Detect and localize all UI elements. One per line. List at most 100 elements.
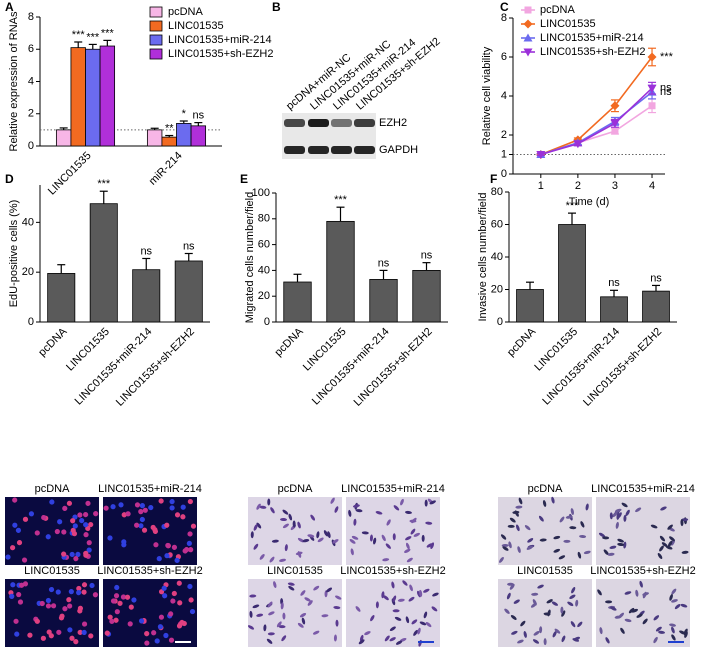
cell: [570, 508, 574, 515]
cell: [684, 631, 688, 638]
bar: [89, 203, 118, 323]
blot-band: [331, 146, 352, 154]
cell: [527, 538, 534, 543]
cell: [161, 585, 167, 591]
cell: [520, 620, 526, 627]
x-tick-label: miR-214: [147, 150, 185, 188]
x-tick-label: 2: [575, 180, 581, 192]
cell: [144, 640, 150, 646]
cell: [157, 624, 164, 630]
micrograph: [5, 579, 99, 647]
cell: [406, 557, 413, 563]
cell: [110, 504, 116, 510]
cell: [69, 551, 75, 558]
cell: [83, 550, 89, 557]
cell: [597, 589, 602, 596]
cell: [580, 521, 585, 528]
cell: [577, 551, 582, 559]
cell: [607, 552, 615, 556]
significance-label: ns: [608, 277, 620, 289]
cell: [661, 542, 668, 547]
cell: [570, 621, 576, 628]
bar: [55, 129, 72, 147]
cell: [509, 583, 515, 590]
cell: [658, 630, 666, 634]
cell: [531, 592, 539, 596]
cell: [392, 595, 397, 603]
cell: [523, 631, 527, 638]
cell: [247, 625, 255, 630]
cell: [624, 618, 632, 623]
cell: [45, 534, 51, 540]
cell: [518, 497, 523, 505]
cell: [375, 511, 383, 515]
cell: [533, 631, 540, 636]
y-tick-label: 40: [22, 216, 34, 228]
legend-label: pcDNA: [540, 4, 576, 16]
cell: [151, 630, 157, 636]
panel-label: F: [490, 172, 497, 186]
cell: [249, 610, 253, 618]
significance-label: ***: [660, 51, 674, 63]
cell: [623, 541, 627, 549]
cell: [67, 627, 73, 633]
y-tick-label: 6: [501, 51, 507, 63]
cell: [419, 589, 423, 597]
y-tick-label: 4: [28, 75, 34, 87]
cell: [40, 635, 47, 641]
band-label: GAPDH: [379, 144, 418, 156]
blot-band: [331, 119, 352, 127]
cell: [681, 550, 689, 554]
cell: [259, 505, 267, 509]
cell: [624, 591, 632, 595]
cell: [138, 618, 145, 624]
cell: [34, 618, 40, 624]
cell: [113, 617, 119, 623]
cell: [287, 582, 295, 586]
cell: [513, 599, 520, 604]
cell: [304, 597, 311, 602]
bar: [326, 220, 355, 323]
image-label: LINC01535: [267, 565, 323, 577]
cell: [558, 555, 566, 560]
cell: [616, 512, 620, 520]
cell: [56, 629, 62, 635]
bar: [146, 129, 163, 147]
cell: [421, 534, 425, 542]
error-bar: [652, 284, 660, 292]
cell: [543, 638, 547, 646]
significance-label: ns: [378, 257, 390, 269]
cell: [671, 599, 678, 603]
cell: [605, 600, 613, 604]
cell: [355, 509, 363, 513]
cell: [405, 616, 410, 624]
cell: [426, 543, 433, 548]
legend-marker: [523, 48, 533, 57]
cell: [650, 524, 658, 529]
cell: [256, 503, 261, 510]
significance-label: ***: [86, 31, 100, 43]
cell: [5, 554, 11, 560]
x-tick-label: LINC01535: [46, 150, 94, 198]
y-tick-label: 0: [28, 140, 34, 152]
significance-label: ***: [72, 29, 86, 41]
image-label: LINC01535+sh-EZH2: [590, 565, 695, 577]
cell: [423, 588, 430, 593]
cell: [425, 622, 432, 628]
cell: [653, 636, 658, 644]
cell: [560, 606, 564, 614]
x-tick-label: pcDNA: [505, 325, 539, 359]
panel-label: E: [240, 172, 248, 186]
cell: [103, 505, 109, 511]
cell: [429, 500, 436, 505]
error-bar: [422, 262, 431, 271]
cell: [121, 539, 127, 545]
cell: [83, 511, 89, 518]
micrograph-bg: [498, 497, 592, 565]
cell: [553, 548, 561, 553]
micrograph: [5, 497, 99, 565]
cell: [625, 509, 630, 516]
x-tick-label: 4: [649, 180, 655, 192]
bar: [412, 269, 441, 323]
cell: [603, 549, 609, 556]
